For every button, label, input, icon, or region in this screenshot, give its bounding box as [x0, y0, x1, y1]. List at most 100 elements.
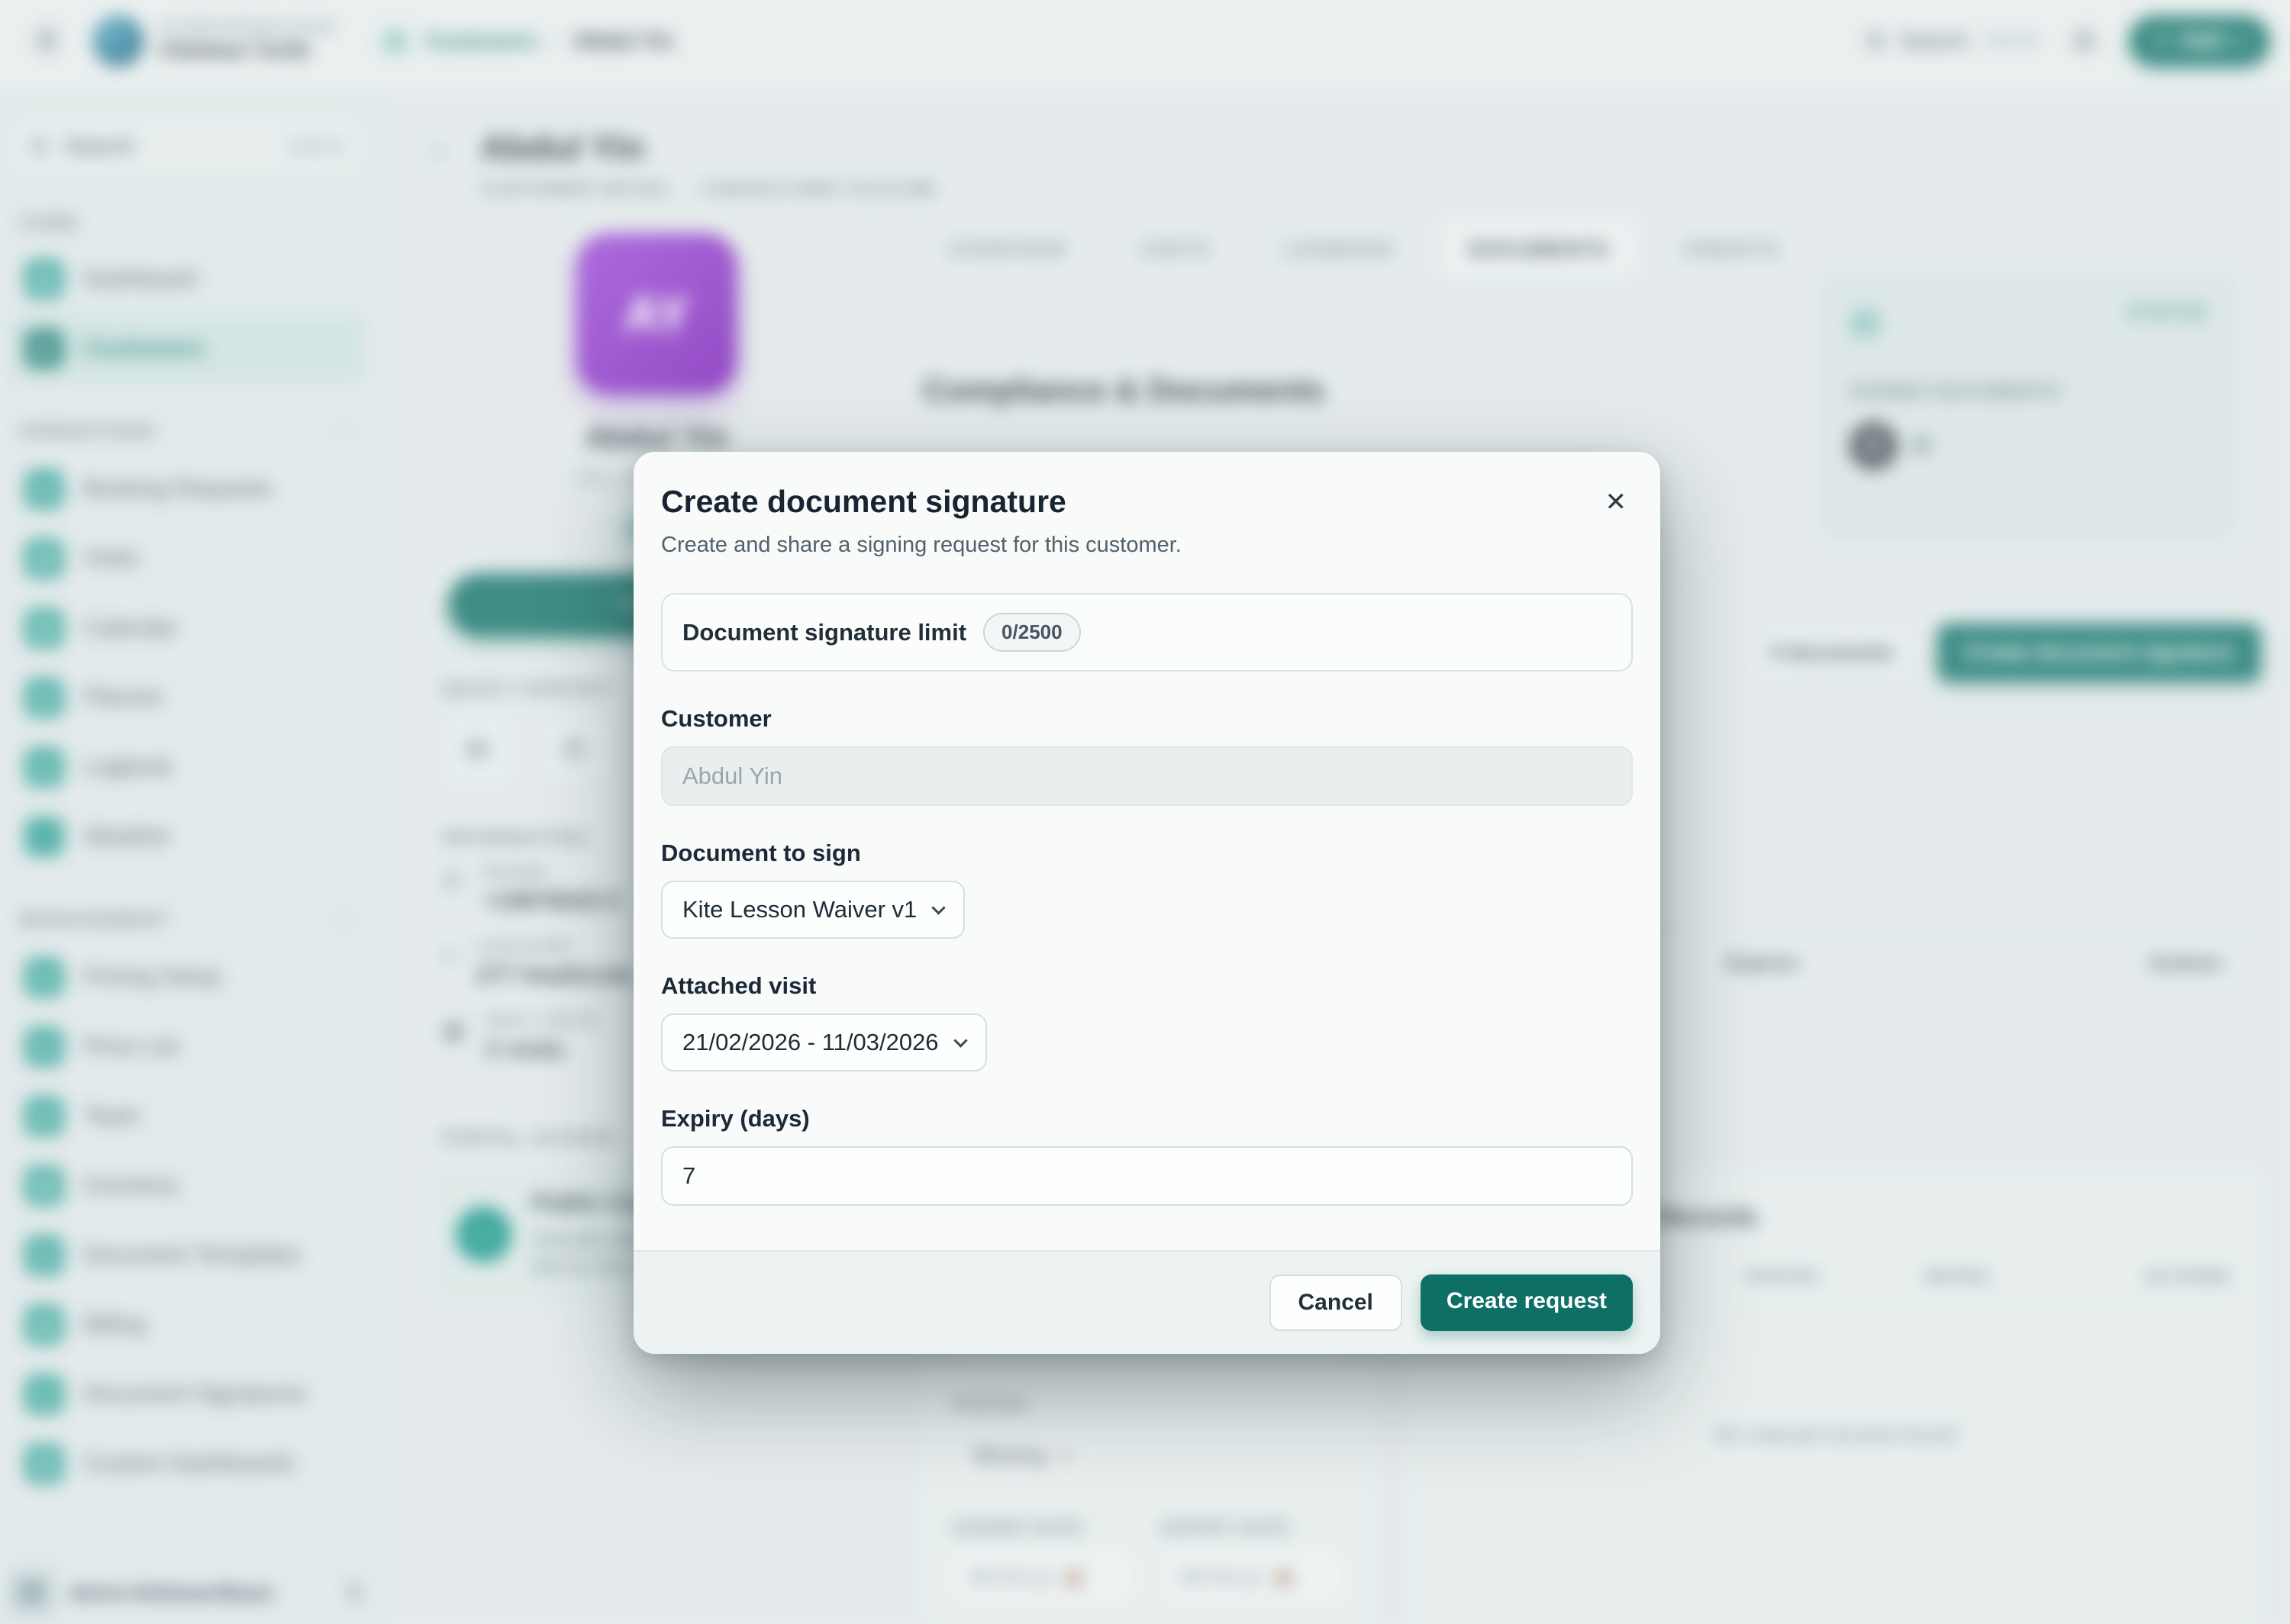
breadcrumb-separator-icon: › — [552, 27, 560, 53]
calendar-icon: ▦ — [1274, 1564, 1294, 1588]
brand[interactable]: KITEBOARDING BASE Kitebase Turtle — [92, 15, 335, 66]
updown-chevron-icon: ⇅ — [344, 1580, 364, 1606]
tab-overview[interactable]: OVERVIEW — [948, 237, 1067, 261]
location-icon: ⌖ — [442, 941, 456, 969]
search-icon — [1866, 31, 1885, 50]
close-icon[interactable]: ✕ — [1605, 488, 1627, 517]
document-signatures-icon: ▤ — [24, 1374, 64, 1414]
sidebar-item-label: Dashboard — [83, 266, 198, 292]
signature-limit-label: Document signature limit — [682, 618, 967, 646]
sidebar: Search Ctrl+K CORE ▦ Dashboard ▥ Custome… — [0, 92, 389, 1624]
signature-limit-field[interactable]: Document signature limit 0/2500 — [661, 593, 1633, 672]
expiry-date-input[interactable]: dd.mm.yy ▦ — [1162, 1550, 1347, 1603]
expiry-field-label: Expiry (days) — [661, 1105, 810, 1132]
customers-icon: ▥ — [379, 24, 411, 57]
notes-column-label: NOTES — [1924, 1267, 1991, 1287]
documents-count-badge: 0 documents — [1746, 627, 1918, 678]
status-select[interactable]: Missing — [952, 1426, 1093, 1484]
signed-documents-label: SIGNED DOCUMENTS — [1849, 381, 2063, 401]
tab-credits[interactable]: CREDITS — [1682, 237, 1780, 261]
phone-icon: ✆ — [563, 733, 587, 766]
account-switcher[interactable]: dk demo-kiteboardbase ⇅ — [9, 1552, 364, 1616]
signed-date-input[interactable]: dd.mm.yy ▦ — [952, 1550, 1136, 1603]
brand-logo-icon — [92, 15, 144, 66]
billing-icon: ▦ — [24, 1305, 64, 1345]
portal-access-label: PORTAL ACCESS — [442, 1127, 616, 1149]
sidebar-item-logbook[interactable]: ▤ Logbook — [9, 733, 364, 802]
sidebar-item-pricing-setup[interactable]: ▤ Pricing Setup — [9, 942, 364, 1012]
sidebar-item-billing[interactable]: ▦ Billing — [9, 1290, 364, 1359]
sidebar-item-team[interactable]: ▧ Team — [9, 1081, 364, 1151]
call-button[interactable]: ✆ — [539, 714, 611, 786]
sidebar-item-custom-dashboards[interactable]: ▦ Custom Dashboards — [9, 1429, 364, 1499]
create-document-signature-button[interactable]: Create document signature — [1937, 624, 2261, 682]
topbar-search[interactable]: Search Ctrl+K — [1864, 28, 2040, 53]
section-management-label[interactable]: MANAGEMENT − — [20, 907, 353, 931]
status-column-label: STATUS — [2128, 301, 2208, 337]
calendar-icon: ▦ — [442, 1016, 466, 1044]
customer-name: Abdul Yin — [585, 420, 728, 455]
sidebar-item-label: Weather — [83, 823, 171, 849]
topbar-search-shortcut: Ctrl+K — [1985, 29, 2040, 52]
collapse-icon[interactable]: − — [338, 907, 353, 931]
attached-visit-select[interactable]: 21/02/2026 - 11/03/2026 — [661, 1013, 987, 1071]
location-label: LOCATION — [476, 937, 571, 956]
tab-logbook[interactable]: LOGBOOK — [1282, 237, 1395, 261]
sidebar-item-booking-requests[interactable]: ▤ Booking Requests — [9, 454, 364, 524]
document-select[interactable]: Kite Lesson Waiver v1 — [661, 881, 966, 939]
sidebar-item-document-signatures[interactable]: ▤ Document Signatures — [9, 1360, 364, 1429]
inventory-icon: ▩ — [24, 1166, 64, 1206]
expiry-days-input[interactable]: 7 — [661, 1146, 1633, 1206]
customer-input: Abdul Yin — [661, 746, 1633, 806]
sidebar-item-inventory[interactable]: ▩ Inventory — [9, 1151, 364, 1220]
cancel-button[interactable]: Cancel — [1269, 1274, 1402, 1331]
bell-icon[interactable] — [2070, 27, 2098, 54]
status-label: STATUS — [952, 1394, 1027, 1414]
sidebar-search[interactable]: Search Ctrl+K — [9, 115, 364, 178]
add-button[interactable]: + Add — [2128, 15, 2270, 66]
modal-title: Create document signature — [661, 484, 1066, 519]
breadcrumb-customers[interactable]: Customers — [424, 28, 538, 53]
dashboard-icon: ▦ — [24, 259, 64, 299]
tab-visits[interactable]: VISITS — [1139, 237, 1211, 261]
add-button-label: Add — [2179, 27, 2223, 53]
create-request-button[interactable]: Create request — [1420, 1274, 1633, 1331]
sidebar-item-label: Pricing Setup — [83, 964, 222, 990]
signed-date-label: SIGNED DATE — [952, 1517, 1084, 1538]
info-row-visits: ▦ PAST VISITS 2 visits — [442, 1012, 598, 1063]
sidebar-search-label: Search — [64, 133, 136, 159]
sidebar-item-label: Price List — [83, 1033, 179, 1059]
portal-icon: ⌂ — [456, 1206, 512, 1262]
sidebar-search-shortcut: Ctrl+K — [288, 134, 345, 158]
account-avatar: dk — [9, 1570, 55, 1616]
sidebar-item-label: Custom Dashboards — [83, 1450, 295, 1477]
expires-column-label: Expires — [1726, 951, 1799, 975]
sidebar-item-dashboard[interactable]: ▦ Dashboard — [9, 244, 364, 314]
back-button[interactable]: ← — [424, 130, 455, 163]
logbook-icon: ▤ — [24, 748, 64, 787]
collapse-icon[interactable]: − — [338, 418, 353, 443]
phone-value: +19876543 0 — [482, 888, 619, 914]
location-value: 277 Heathcote — [476, 962, 634, 988]
sidebar-item-customers[interactable]: ▥ Customers — [9, 314, 364, 384]
sidebar-item-weather[interactable]: ☼ Weather — [9, 802, 364, 872]
topbar: ☰ KITEBOARDING BASE Kitebase Turtle ▥ Cu… — [0, 0, 2290, 92]
document-templates-icon: ▤ — [24, 1236, 64, 1275]
sidebar-item-planner[interactable]: ▧ Planner — [9, 663, 364, 733]
tab-documents[interactable]: DOCUMENTS — [1441, 219, 1637, 279]
sidebar-item-price-list[interactable]: ▥ Price List — [9, 1012, 364, 1081]
visit-field-label: Attached visit — [661, 972, 817, 999]
sidebar-item-calendar[interactable]: ▦ Calendar — [9, 594, 364, 663]
email-button[interactable]: ✉ — [442, 714, 514, 786]
visits-label: PAST VISITS — [485, 1012, 599, 1030]
customer-tabs: OVERVIEW VISITS LOGBOOK DOCUMENTS CREDIT… — [923, 219, 2261, 279]
modal-subtitle: Create and share a signing request for t… — [661, 533, 1182, 557]
sidebar-item-visits[interactable]: ▣ Visits — [9, 524, 364, 594]
section-operations-label[interactable]: OPERATIONS − — [20, 418, 353, 443]
chevron-down-icon — [931, 900, 946, 915]
quick-contact-label: QUICK CONTACT — [442, 678, 614, 699]
create-document-signature-modal: Create document signature ✕ Create and s… — [634, 452, 1660, 1354]
menu-icon[interactable]: ☰ — [34, 24, 60, 56]
sidebar-item-document-templates[interactable]: ▤ Document Templates — [9, 1220, 364, 1290]
